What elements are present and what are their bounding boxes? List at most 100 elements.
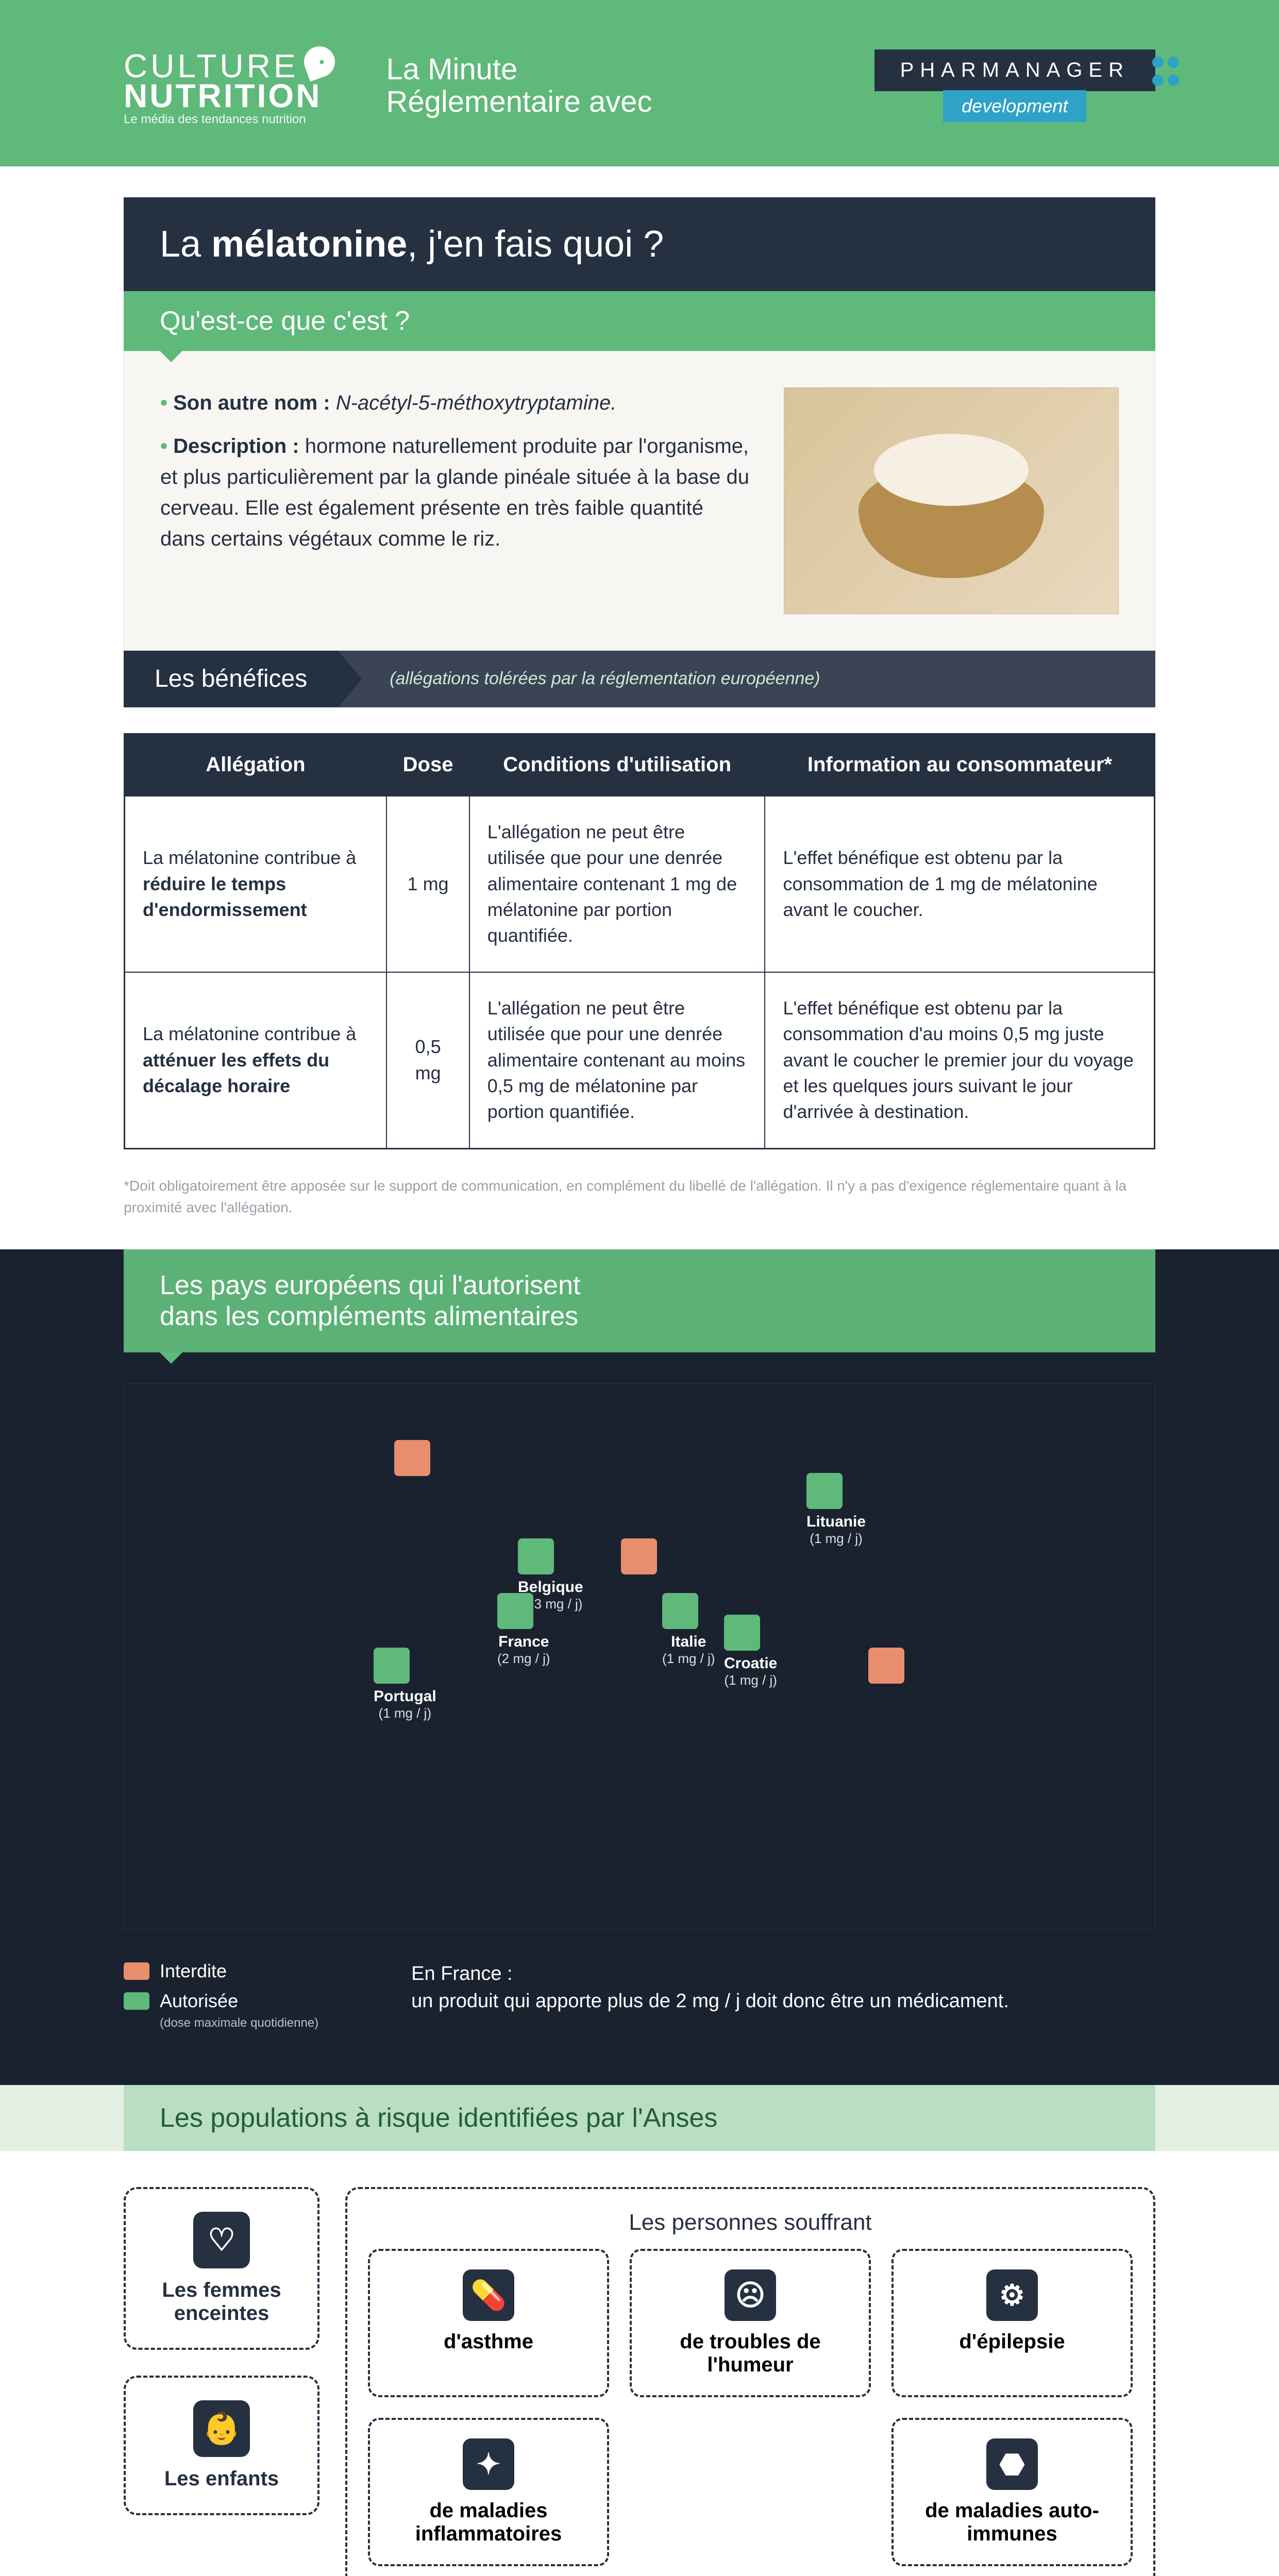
country-label: Lituanie(1 mg / j) — [806, 1513, 866, 1547]
cell-claim: La mélatonine contribue à réduire le tem… — [125, 795, 387, 972]
col-dose: Dose — [386, 734, 469, 795]
risk-left-col: ♡ Les femmes enceintes 👶 Les enfants — [124, 2187, 319, 2515]
country-marker: Lituanie(1 mg / j) — [804, 1471, 868, 1549]
forbidden-country-icon — [392, 1438, 432, 1478]
country-label: Croatie(1 mg / j) — [724, 1655, 777, 1688]
what-text: Son autre nom : N-acétyl-5-méthoxytrypta… — [160, 387, 753, 614]
rice-bowl-icon — [859, 465, 1044, 578]
map-heading-l1: Les pays européens qui l'autorisent — [160, 1270, 580, 1300]
benefits-footnote: *Doit obligatoirement être apposée sur l… — [124, 1175, 1155, 1218]
risk-mini-tile: ⚙ d'épilepsie — [891, 2249, 1133, 2397]
map-legend: Interdite Autorisée (dose maximale quoti… — [124, 1960, 1155, 2039]
what-p2: Description : hormone naturellement prod… — [160, 431, 753, 554]
what-is-it-section: Son autre nom : N-acétyl-5-méthoxytrypta… — [124, 351, 1155, 651]
risk-icon: 💊 — [463, 2269, 514, 2321]
risk-icon: ♡ — [193, 2212, 250, 2268]
risk-label: d'épilepsie — [912, 2330, 1112, 2353]
what-p1-value: N-acétyl-5-méthoxytryptamine. — [336, 392, 617, 414]
risk-mini-tile: ☹de troubles de l'humeur — [630, 2249, 871, 2397]
risk-mini-tile: ⬣ de maladies auto-immunes — [891, 2418, 1133, 2566]
legend-forbidden-label: Interdite — [160, 1960, 227, 1982]
pharmanager-badge: PHARMANAGER development — [874, 49, 1155, 122]
legend-sub: (dose maximale quotidienne) — [160, 2016, 318, 2030]
legend-allowed: Autorisée — [124, 1990, 318, 2012]
main-title: La mélatonine, j'en fais quoi ? — [124, 197, 1155, 291]
europe-map: Belgique(0,3 mg / j) France(2 mg / j) Po… — [124, 1383, 1155, 1929]
risk-tile: ♡ Les femmes enceintes — [124, 2187, 319, 2350]
country-icon — [518, 1538, 554, 1574]
brand-tagline: Le média des tendances nutrition — [124, 114, 335, 125]
risk-grid: ♡ Les femmes enceintes 👶 Les enfants Les pe… — [124, 2187, 1155, 2576]
subtitle-line2: Réglementaire avec — [386, 85, 652, 118]
country-icon — [662, 1593, 698, 1629]
risk-heading: Les populations à risque identifiées par… — [124, 2085, 1155, 2151]
risk-label: d'asthme — [389, 2330, 588, 2353]
cell-dose: 1 mg — [386, 795, 469, 972]
risk-label: de maladies auto-immunes — [912, 2499, 1112, 2546]
what-is-it-heading: Qu'est-ce que c'est ? — [124, 291, 1155, 351]
title-prefix: La — [160, 224, 211, 265]
country-marker: Italie(1 mg / j) — [660, 1591, 717, 1669]
risk-right-panel: Les personnes souffrant 💊 d'asthme ☹de tro… — [345, 2187, 1155, 2576]
rice-bowl-image — [784, 387, 1119, 614]
cell-info: L'effet bénéfique est obtenu par la cons… — [765, 972, 1154, 1148]
france-note-body: un produit qui apporte plus de 2 mg / j … — [411, 1990, 1009, 2012]
risk-label: de troubles de l'humeur — [650, 2330, 850, 2377]
france-note: En France : un produit qui apporte plus … — [411, 1960, 1009, 2015]
map-heading: Les pays européens qui l'autorisent dans… — [124, 1249, 1155, 1352]
risk-mini-tile: 💊 d'asthme — [368, 2249, 609, 2397]
subtitle-line1: La Minute — [386, 53, 518, 86]
col-claim: Allégation — [125, 734, 387, 795]
country-marker: Croatie(1 mg / j) — [722, 1613, 779, 1690]
country-label: France(2 mg / j) — [497, 1633, 550, 1667]
risk-icon: ⚙ — [986, 2269, 1038, 2321]
benefits-subtitle: (allégations tolérées par la réglementat… — [338, 651, 820, 707]
country-marker: France(2 mg / j) — [495, 1591, 552, 1669]
what-p2-label: Description : — [173, 435, 305, 457]
forbidden-country-icon — [866, 1646, 906, 1686]
cell-claim: La mélatonine contribue à atténuer les e… — [125, 972, 387, 1148]
country-icon — [374, 1648, 410, 1684]
swatch-green-icon — [124, 1992, 149, 2010]
header: CULTURE NUTRITION Le média des tendances… — [0, 0, 1279, 166]
country-label: Italie(1 mg / j) — [662, 1633, 715, 1667]
risk-icon: ✦ — [463, 2438, 514, 2490]
table-row: La mélatonine contribue à réduire le tem… — [125, 795, 1155, 972]
france-note-head: En France : — [411, 1963, 512, 1985]
country-icon — [497, 1593, 533, 1629]
culture-nutrition-logo: CULTURE NUTRITION Le média des tendances… — [124, 46, 335, 125]
table-header-row: Allégation Dose Conditions d'utilisation… — [125, 734, 1155, 795]
header-subtitle: La Minute Réglementaire avec — [386, 53, 652, 119]
cell-conditions: L'allégation ne peut être utilisée que p… — [469, 972, 765, 1148]
country-icon — [724, 1615, 760, 1651]
forbidden-country-icon — [619, 1536, 659, 1577]
risk-tile: 👶 Les enfants — [124, 2376, 319, 2515]
cell-conditions: L'allégation ne peut être utilisée que p… — [469, 795, 765, 972]
risk-label: de maladies inflammatoires — [389, 2499, 588, 2546]
benefits-header: Les bénéfices (allégations tolérées par … — [124, 651, 1155, 707]
map-heading-l2: dans les compléments alimentaires — [160, 1301, 578, 1331]
risk-label: Les enfants — [148, 2467, 295, 2490]
partner-bottom: development — [943, 90, 1086, 122]
table-row: La mélatonine contribue à atténuer les e… — [125, 972, 1155, 1148]
risk-right-grid: 💊 d'asthme ☹de troubles de l'humeur ⚙ d'épil… — [368, 2249, 1133, 2566]
risk-icon: 👶 — [193, 2400, 250, 2457]
dots-icon — [1150, 55, 1181, 91]
legend-forbidden: Interdite — [124, 1960, 318, 1982]
risk-right-label: Les personnes souffrant — [368, 2210, 1133, 2235]
what-p1: Son autre nom : N-acétyl-5-méthoxytrypta… — [160, 387, 753, 418]
col-conditions: Conditions d'utilisation — [469, 734, 765, 795]
country-icon — [806, 1473, 843, 1509]
page: CULTURE NUTRITION Le média des tendances… — [0, 0, 1279, 2576]
country-label: Portugal(1 mg / j) — [374, 1688, 436, 1721]
cell-dose: 0,5 mg — [386, 972, 469, 1148]
swatch-red-icon — [124, 1962, 149, 1980]
risk-label: Les femmes enceintes — [148, 2279, 295, 2325]
risk-icon: ⬣ — [986, 2438, 1038, 2490]
col-info: Information au consommateur* — [765, 734, 1154, 795]
map-section: Les pays européens qui l'autorisent dans… — [0, 1249, 1279, 2085]
risk-mini-tile: ✦ de maladies inflammatoires — [368, 2418, 609, 2566]
title-suffix: , j'en fais quoi ? — [407, 224, 664, 265]
what-p1-label: Son autre nom : — [173, 392, 336, 414]
benefits-table: Allégation Dose Conditions d'utilisation… — [124, 733, 1155, 1149]
